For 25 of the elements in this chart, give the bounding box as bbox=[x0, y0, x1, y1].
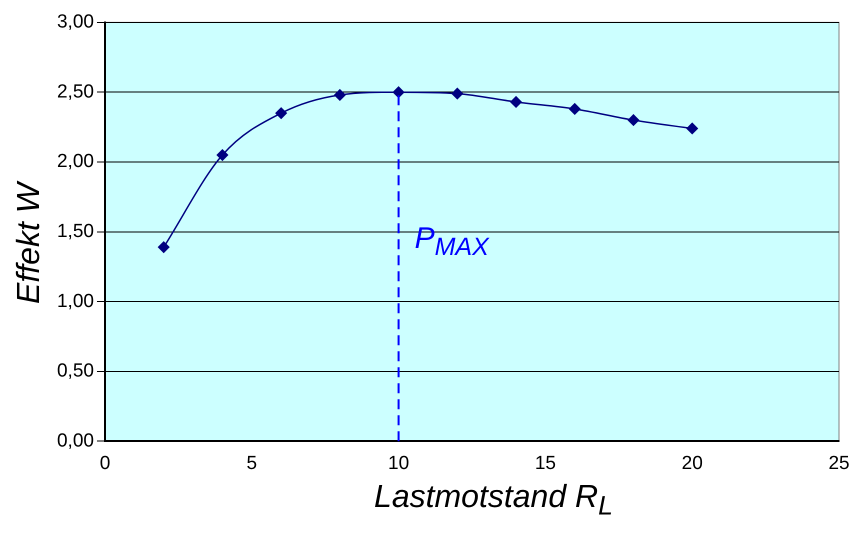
x-tick-label: 10 bbox=[388, 452, 410, 474]
y-axis-title: Effekt W bbox=[10, 182, 46, 304]
point bbox=[628, 114, 640, 126]
point bbox=[334, 89, 346, 101]
point bbox=[216, 149, 228, 161]
point bbox=[510, 96, 522, 108]
point bbox=[686, 122, 698, 134]
x-tick-label: 20 bbox=[682, 452, 703, 474]
y-tick-label: 1,00 bbox=[56, 290, 94, 312]
point bbox=[452, 88, 464, 100]
x-tick-label: 25 bbox=[828, 452, 850, 474]
x-axis-title: Lastmotstand R$_{L}$ bbox=[373, 478, 614, 522]
point bbox=[569, 103, 581, 115]
y-tick-label: 0,00 bbox=[56, 430, 94, 452]
point bbox=[158, 241, 170, 253]
y-tick-label: 3,00 bbox=[56, 12, 94, 33]
y-tick-label: 2,50 bbox=[56, 81, 94, 102]
point bbox=[392, 86, 404, 98]
x-tick-label: 5 bbox=[246, 452, 258, 474]
point bbox=[275, 107, 287, 119]
y-tick-label: 2,00 bbox=[56, 151, 94, 172]
y-tick-label: 0,50 bbox=[56, 360, 94, 382]
x-tick-label: 15 bbox=[534, 452, 556, 474]
x-tick-label: 0 bbox=[100, 452, 110, 474]
y-tick-label: 1,50 bbox=[56, 221, 94, 242]
